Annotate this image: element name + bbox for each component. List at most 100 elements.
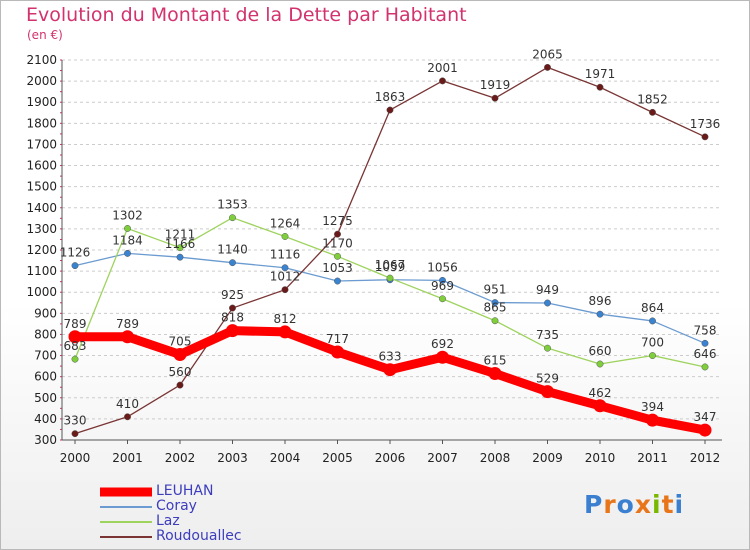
data-point-coray: [491, 299, 499, 307]
data-label-leuhan: 615: [484, 354, 507, 368]
logo-letter: P: [584, 490, 604, 519]
data-label-laz: 700: [641, 336, 664, 350]
data-label-leuhan: 633: [379, 350, 402, 364]
data-label-laz: 646: [694, 347, 717, 361]
data-point-roudouallec: [386, 106, 394, 114]
data-point-coray: [649, 317, 656, 325]
data-label-coray: 758: [694, 323, 717, 337]
x-tick-label: 2012: [690, 451, 721, 465]
data-label-roudouallec: 560: [169, 365, 192, 379]
data-point-roudouallec: [596, 83, 604, 91]
x-tick-label: 2006: [375, 451, 406, 465]
legend-swatch: [100, 520, 152, 523]
data-label-laz: 865: [484, 301, 507, 315]
data-point-coray: [124, 249, 131, 257]
data-label-coray: 1126: [60, 246, 91, 260]
data-label-coray: 896: [589, 294, 612, 308]
data-point-leuhan: [173, 348, 187, 361]
y-tick-label: 400: [34, 412, 57, 426]
x-tick-label: 2002: [165, 451, 196, 465]
x-tick-label: 2000: [60, 451, 91, 465]
data-point-laz: [229, 214, 236, 222]
x-tick-label: 2008: [480, 451, 511, 465]
data-label-laz: 683: [64, 339, 87, 353]
data-point-roudouallec: [439, 77, 446, 85]
logo-letter: i: [674, 490, 685, 519]
chart-unit: (en €): [27, 28, 63, 42]
data-label-leuhan: 462: [589, 386, 612, 400]
data-label-roudouallec: 1971: [585, 67, 616, 81]
data-point-laz: [124, 225, 131, 232]
data-point-leuhan: [646, 413, 659, 427]
logo-letter: i: [652, 490, 662, 519]
data-point-laz: [176, 244, 184, 252]
y-tick-label: 700: [34, 349, 57, 363]
y-tick-label: 900: [34, 306, 57, 320]
data-label-coray: 1140: [217, 243, 248, 257]
data-point-roudouallec: [701, 133, 709, 141]
data-label-roudouallec: 1736: [690, 117, 721, 131]
data-label-leuhan: 789: [64, 317, 87, 331]
y-tick-label: 600: [34, 370, 57, 384]
data-label-roudouallec: 1863: [375, 90, 406, 104]
data-label-leuhan: 705: [169, 335, 192, 349]
data-point-roudouallec: [281, 286, 289, 294]
data-point-leuhan: [226, 324, 239, 338]
data-label-coray: 1053: [322, 261, 353, 275]
y-tick-label: 1500: [26, 180, 57, 194]
y-tick-label: 1200: [26, 243, 57, 257]
data-label-leuhan: 818: [221, 311, 244, 325]
y-tick-label: 1300: [26, 222, 57, 236]
data-point-roudouallec: [229, 304, 236, 312]
legend-label: LEUHAN: [156, 483, 214, 499]
data-point-laz: [701, 363, 709, 371]
legend-label: Roudouallec: [156, 528, 242, 544]
y-tick-label: 1100: [26, 264, 57, 278]
data-point-leuhan: [593, 399, 607, 413]
data-label-roudouallec: 1275: [322, 214, 353, 228]
data-point-laz: [439, 295, 446, 303]
logo-letter: r: [603, 490, 617, 519]
data-label-laz: 1170: [322, 236, 353, 250]
data-point-leuhan: [541, 385, 554, 399]
data-label-leuhan: 812: [274, 312, 297, 326]
legend-label: Laz: [156, 513, 180, 529]
data-label-roudouallec: 1012: [270, 270, 301, 284]
data-label-coray: 1184: [112, 233, 143, 247]
data-label-laz: 735: [536, 328, 559, 342]
data-label-laz: 969: [431, 279, 454, 293]
data-label-laz: 1302: [112, 208, 143, 222]
data-point-laz: [544, 344, 551, 352]
data-point-roudouallec: [649, 108, 656, 116]
chart-title: Evolution du Montant de la Dette par Hab…: [26, 4, 467, 26]
y-tick-label: 300: [34, 433, 57, 447]
data-point-laz: [281, 233, 289, 240]
y-tick-label: 1400: [26, 201, 57, 215]
data-point-roudouallec: [176, 381, 184, 389]
data-point-laz: [334, 252, 341, 260]
data-point-coray: [334, 277, 341, 285]
logo-letter: t: [661, 490, 675, 519]
data-label-leuhan: 347: [694, 410, 717, 424]
data-label-roudouallec: 410: [116, 397, 139, 411]
data-point-leuhan: [278, 325, 292, 339]
data-label-coray: 1059: [375, 260, 406, 274]
data-label-laz: 660: [589, 344, 612, 358]
data-point-roudouallec: [334, 230, 341, 238]
y-tick-label: 1000: [26, 285, 57, 299]
data-point-coray: [701, 339, 709, 347]
data-point-laz: [491, 317, 499, 325]
data-label-roudouallec: 330: [64, 414, 87, 428]
data-label-coray: 951: [484, 283, 507, 297]
data-point-roudouallec: [124, 413, 131, 421]
legend-swatch: [100, 505, 152, 508]
x-tick-label: 2003: [217, 451, 248, 465]
y-tick-label: 1900: [26, 95, 57, 109]
y-tick-label: 1800: [26, 116, 57, 130]
data-point-coray: [229, 259, 236, 267]
data-point-roudouallec: [544, 63, 551, 71]
data-label-roudouallec: 1919: [480, 78, 511, 92]
data-label-roudouallec: 1852: [637, 92, 668, 106]
